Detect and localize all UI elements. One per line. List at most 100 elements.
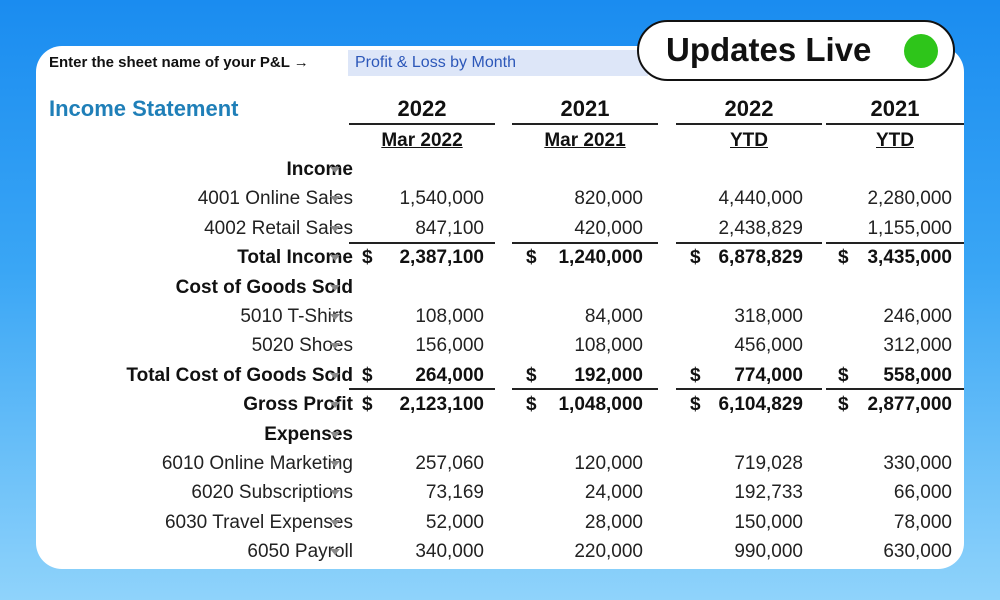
col-2-period: Mar 2021 <box>544 130 626 151</box>
table-cell: 66,000 <box>893 482 952 504</box>
col-3-year: 2022 <box>724 96 774 121</box>
filter-dropdown-icon[interactable] <box>330 255 340 262</box>
row-label: 6030 Travel Expenses <box>164 511 353 533</box>
badge-text: Updates Live <box>666 31 872 68</box>
filter-dropdown-icon[interactable] <box>330 490 340 497</box>
total-rule <box>349 388 495 390</box>
table-cell: 84,000 <box>584 306 643 327</box>
total-rule <box>512 388 658 390</box>
filter-dropdown-icon[interactable] <box>330 225 340 232</box>
currency-symbol: $ <box>362 247 373 269</box>
row-label: Gross Profit <box>243 394 353 416</box>
table-cell: 73,169 <box>425 482 484 504</box>
table-cell: 1,540,000 <box>399 188 484 210</box>
currency-symbol: $ <box>838 364 849 386</box>
table-cell: 2,877,000 <box>867 394 952 416</box>
table-cell: 847,100 <box>415 217 484 239</box>
table-cell: 120,000 <box>574 453 643 474</box>
table-cell: 1,240,000 <box>558 247 643 269</box>
table-cell: 246,000 <box>883 306 952 327</box>
total-rule <box>349 242 495 244</box>
table-cell: 1,048,000 <box>558 394 643 416</box>
currency-symbol: $ <box>690 247 701 269</box>
filter-dropdown-icon[interactable] <box>330 431 340 438</box>
filter-dropdown-icon[interactable] <box>330 343 340 350</box>
row-label: 4001 Online Sales <box>197 188 353 210</box>
total-rule <box>512 242 658 244</box>
sheet-name-prompt: Enter the sheet name of your P&L → <box>49 54 309 71</box>
table-cell: 4,440,000 <box>718 188 803 210</box>
filter-dropdown-icon[interactable] <box>330 519 340 526</box>
row-label: 5010 T-Shirts <box>240 306 353 327</box>
total-rule <box>676 242 822 244</box>
income-statement-card: Enter the sheet name of your P&L → Profi… <box>36 46 964 569</box>
table-cell: 2,123,100 <box>399 394 484 416</box>
table-cell: 330,000 <box>883 453 952 474</box>
table-cell: 6,878,829 <box>718 247 803 269</box>
currency-symbol: $ <box>526 364 537 386</box>
filter-dropdown-icon[interactable] <box>330 461 340 467</box>
row-label: Cost of Goods Sold <box>175 276 353 298</box>
sheet-name-input[interactable]: Profit & Loss by Month <box>348 50 648 76</box>
row-label: Total Income <box>237 247 353 269</box>
header-rule-1 <box>349 123 495 125</box>
col-2-year: 2021 <box>560 96 610 121</box>
filter-dropdown-icon[interactable] <box>330 549 340 556</box>
filter-dropdown-icon[interactable] <box>330 167 340 173</box>
table-cell: 220,000 <box>574 541 643 563</box>
filter-dropdown-icon[interactable] <box>330 402 340 409</box>
table-cell: 630,000 <box>883 541 952 563</box>
filter-dropdown-icon[interactable] <box>330 284 340 291</box>
row-label: Income <box>286 159 353 180</box>
table-cell: 456,000 <box>734 335 803 357</box>
currency-symbol: $ <box>690 364 701 386</box>
table-cell: 340,000 <box>415 541 484 563</box>
col-4-year: 2021 <box>870 96 920 121</box>
filter-dropdown-icon[interactable] <box>330 314 340 320</box>
live-status-dot <box>904 34 938 68</box>
table-cell: 2,387,100 <box>399 247 484 269</box>
row-label: Total Cost of Goods Sold <box>126 364 353 386</box>
table-cell: 558,000 <box>883 364 952 386</box>
col-1-period: Mar 2022 <box>381 130 463 151</box>
col-1-year: 2022 <box>397 96 447 121</box>
currency-symbol: $ <box>838 247 849 269</box>
row-label: 6020 Subscriptions <box>191 482 353 504</box>
table-cell: 150,000 <box>734 511 803 533</box>
header-rule-4 <box>826 123 964 125</box>
currency-symbol: $ <box>526 394 537 416</box>
table-cell: 1,155,000 <box>867 217 952 239</box>
table-cell: 990,000 <box>734 541 803 563</box>
header-rule-2 <box>512 123 658 125</box>
row-label: 5020 Shoes <box>251 335 353 357</box>
row-label: 6050 Payroll <box>247 541 353 563</box>
table-cell: 52,000 <box>425 511 484 533</box>
updates-live-badge: Updates Live <box>637 20 955 81</box>
table-cell: 820,000 <box>574 188 643 210</box>
filter-dropdown-icon[interactable] <box>330 372 340 379</box>
currency-symbol: $ <box>362 364 373 386</box>
table-cell: 318,000 <box>734 306 803 327</box>
table-cell: 2,280,000 <box>867 188 952 210</box>
currency-symbol: $ <box>838 394 849 416</box>
table-cell: 774,000 <box>734 364 803 386</box>
table-cell: 6,104,829 <box>718 394 803 416</box>
currency-symbol: $ <box>526 247 537 269</box>
table-cell: 257,060 <box>415 453 484 474</box>
table-cell: 312,000 <box>883 335 952 357</box>
table-cell: 108,000 <box>415 306 484 327</box>
statement-title: Income Statement <box>49 96 239 121</box>
table-cell: 2,438,829 <box>718 217 803 239</box>
filter-dropdown-icon[interactable] <box>330 196 340 203</box>
table-cell: 156,000 <box>415 335 484 357</box>
row-label: 6010 Online Marketing <box>161 453 353 474</box>
total-rule <box>676 388 822 390</box>
col-3-period: YTD <box>730 130 768 151</box>
col-4-period: YTD <box>876 130 914 151</box>
row-label: 4002 Retail Sales <box>204 217 353 239</box>
table-cell: 719,028 <box>734 453 803 474</box>
table-cell: 24,000 <box>584 482 643 504</box>
table-cell: 108,000 <box>574 335 643 357</box>
total-rule <box>826 242 964 244</box>
total-rule <box>826 388 964 390</box>
